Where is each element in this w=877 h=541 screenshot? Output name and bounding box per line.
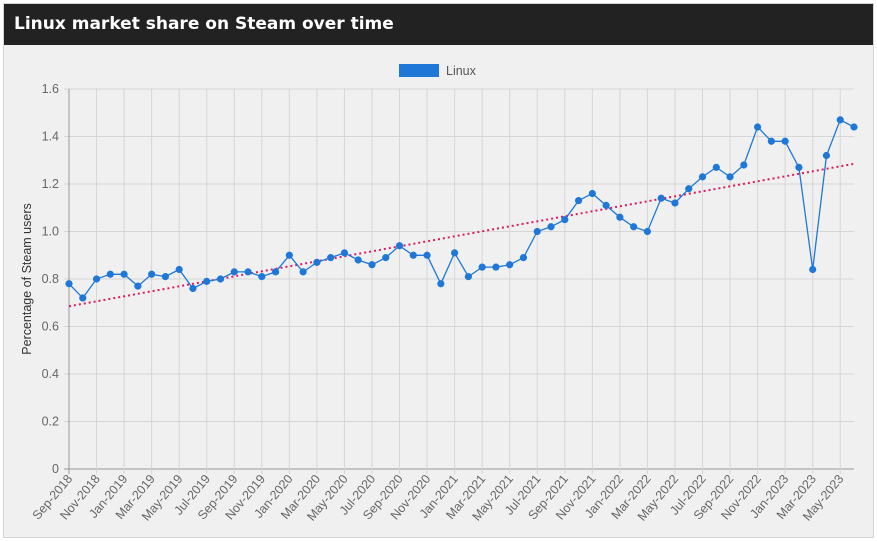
data-point <box>781 137 789 145</box>
y-tick-label: 1.2 <box>42 177 59 191</box>
data-point <box>437 280 445 288</box>
data-point <box>492 263 500 271</box>
data-point <box>106 270 114 278</box>
data-point <box>203 277 211 285</box>
data-point <box>285 251 293 259</box>
data-point <box>698 173 707 181</box>
data-point <box>258 273 266 281</box>
data-point <box>79 294 87 302</box>
data-point <box>795 163 803 171</box>
data-point <box>189 284 197 293</box>
y-tick-label: 1.0 <box>42 225 59 239</box>
data-point <box>382 254 390 262</box>
y-tick-label: 0.2 <box>42 415 59 429</box>
data-point <box>354 256 362 264</box>
data-point <box>809 265 817 274</box>
data-point <box>271 268 280 276</box>
data-point <box>657 194 665 202</box>
data-point <box>148 270 156 278</box>
data-point <box>588 189 596 198</box>
data-point <box>216 275 225 283</box>
data-point <box>464 273 472 281</box>
y-tick-label: 0.6 <box>42 320 59 334</box>
data-point <box>134 282 142 290</box>
data-point <box>630 223 638 231</box>
trend-line <box>68 162 855 308</box>
legend-swatch-linux <box>399 64 439 77</box>
data-point <box>519 254 528 262</box>
y-tick-label: 1.6 <box>42 82 59 96</box>
data-point <box>478 263 486 271</box>
data-point <box>836 116 844 124</box>
data-point <box>740 161 748 169</box>
data-point <box>561 216 569 224</box>
data-point <box>161 273 170 281</box>
data-point <box>753 123 762 131</box>
data-point <box>368 261 376 269</box>
y-tick-label: 0.8 <box>42 272 59 286</box>
data-point <box>574 197 583 205</box>
data-point <box>230 268 238 276</box>
line-chart: 00.20.40.60.81.01.21.41.6Sep-2018Nov-201… <box>20 64 858 524</box>
chart-panel: Linux market share on Steam over time 0 0… <box>3 3 874 538</box>
data-point <box>850 123 858 131</box>
y-axis-label: Percentage of Steam users <box>20 203 34 354</box>
data-point <box>643 227 652 236</box>
data-point <box>313 258 321 266</box>
data-point <box>533 227 541 236</box>
y-tick-label: 0 <box>52 462 59 476</box>
data-point <box>120 270 128 278</box>
data-point <box>685 185 693 193</box>
chart-title: Linux market share on Steam over time <box>4 4 873 45</box>
data-point <box>712 163 720 171</box>
legend-label-linux: Linux <box>446 64 477 78</box>
series-line-linux <box>68 118 855 300</box>
data-point <box>409 251 417 259</box>
data-point <box>92 275 101 283</box>
data-point <box>616 213 624 221</box>
data-point <box>726 173 734 181</box>
y-tick-label: 1.4 <box>42 130 59 144</box>
data-point <box>340 249 349 257</box>
data-point <box>244 268 252 276</box>
data-point <box>506 261 514 269</box>
data-point <box>423 251 431 259</box>
data-point <box>602 201 610 209</box>
data-point <box>822 151 831 160</box>
data-point <box>65 280 73 288</box>
data-point <box>395 242 404 250</box>
y-tick-label: 0.4 <box>42 367 59 381</box>
data-point <box>327 254 335 262</box>
data-point <box>767 137 775 145</box>
data-point <box>175 265 183 274</box>
data-point <box>451 249 459 257</box>
data-point <box>547 223 555 231</box>
data-point <box>671 199 679 207</box>
data-point <box>299 268 307 276</box>
